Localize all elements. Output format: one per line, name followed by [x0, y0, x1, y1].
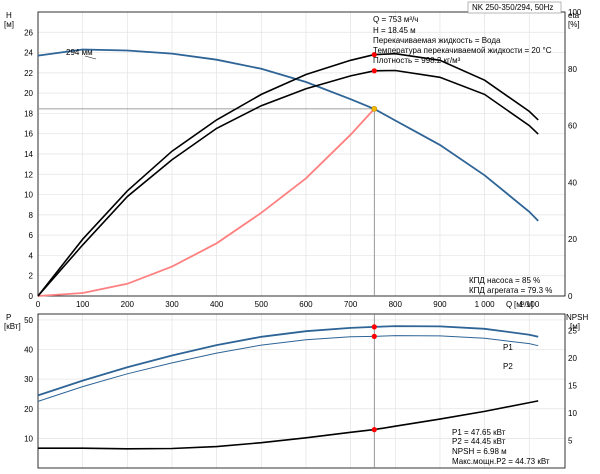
top-y2-tick-label: 0 [568, 292, 573, 301]
top-y2unit: [%] [568, 20, 580, 29]
top-points-group [371, 52, 378, 112]
bottom-data-point-0 [371, 324, 377, 330]
bottom-tick-labels: 10 20 30 40 50 5 10 15 20 25 [24, 316, 577, 446]
x-tick-label: 600 [299, 300, 313, 309]
bottom-y-tick-label: 40 [24, 346, 33, 355]
bottom-y2-tick-label: 15 [568, 382, 577, 391]
top-y-tick-label: 12 [24, 170, 33, 179]
top-y-tick-label: 10 [24, 191, 33, 200]
bottom-y2-tick-label: 20 [568, 354, 577, 363]
top-series-group [37, 48, 539, 297]
top-xunit: [м³/ч] [514, 300, 533, 309]
x-tick-label: 100 [76, 300, 90, 309]
top-y-tick-label: 2 [29, 272, 34, 281]
top-series-line-1 [37, 108, 375, 297]
bottom-ylabel: P [6, 313, 11, 322]
bottom-y2-tick-label: 5 [568, 437, 573, 446]
x-tick-label: 800 [389, 300, 403, 309]
top-series-line-2 [37, 52, 539, 297]
top-y-tick-label: 16 [24, 130, 33, 139]
top-grid [37, 12, 565, 297]
bottom-y-tick-label: 20 [24, 405, 33, 414]
bottom-y2-tick-label: 25 [568, 327, 577, 336]
impeller-label-leader [84, 55, 97, 60]
top-y2-tick-label: 80 [568, 65, 577, 74]
bottom-plot-frame [37, 313, 566, 469]
top-series-line-3 [37, 69, 539, 297]
annotation-npsh: NPSH = 6.98 м [452, 447, 507, 456]
top-y2-tick-label: 20 [568, 235, 577, 244]
bottom-y-tick-label: 10 [24, 434, 33, 443]
bottom-y2unit: [м] [570, 322, 580, 331]
impeller-diameter-label: 294 мм [66, 48, 93, 57]
top-y2-tick-label: 100 [568, 8, 582, 17]
top-xlabel: Q [506, 300, 512, 309]
annotation-liquid: Перекачиваемая жидкость = Вода [373, 36, 501, 45]
top-y-tick-label: 8 [29, 211, 34, 220]
annotation-p2: P2 = 44.45 кВт [452, 437, 506, 446]
bottom-points-group [371, 324, 377, 433]
top-y-tick-label: 14 [24, 150, 33, 159]
x-tick-label: 900 [433, 300, 447, 309]
top-data-point-0 [371, 105, 378, 112]
top-y2-tick-label: 60 [568, 122, 577, 131]
series-label-p1: P1 [503, 343, 513, 352]
annotation-q: Q = 753 м³/ч [373, 15, 418, 24]
bottom-data-point-2 [371, 427, 377, 433]
x-tick-label: 1 000 [475, 300, 496, 309]
bottom-series-line-0 [37, 325, 539, 397]
bottom-series-line-1 [37, 335, 539, 402]
top-ylabel: H [6, 11, 12, 20]
annotation-max-power: Макс.мощн.P2 = 44.73 кВт [452, 457, 550, 466]
bottom-yunit: [кВт] [4, 322, 21, 331]
annotation-temperature: Температура перекачиваемой жидкости = 20… [373, 46, 552, 55]
bottom-series-group [37, 325, 539, 450]
x-tick-label: 300 [165, 300, 179, 309]
bottom-y2label: NPSH [566, 313, 588, 322]
bottom-y-tick-label: 30 [24, 375, 33, 384]
annotation-pump-efficiency: КПД насоса = 85 % [469, 276, 540, 285]
x-tick-label: 200 [121, 300, 135, 309]
top-y-tick-label: 0 [29, 292, 34, 301]
top-y-tick-label: 4 [29, 251, 34, 260]
top-y-tick-label: 20 [24, 89, 33, 98]
top-y-tick-label: 22 [24, 69, 33, 78]
top-y2label: eta [568, 11, 580, 20]
top-data-point-1 [371, 52, 377, 58]
annotation-unit-efficiency: КПД агрегата = 79.3 % [469, 286, 552, 295]
top-y-tick-label: 24 [24, 49, 33, 58]
bottom-series-line-2 [38, 400, 539, 450]
bottom-y2-tick-label: 10 [568, 409, 577, 418]
x-tick-label: 500 [255, 300, 269, 309]
x-tick-label: 700 [344, 300, 358, 309]
title-box [467, 1, 562, 14]
bottom-y-tick-label: 50 [24, 316, 33, 325]
series-label-p2: P2 [503, 362, 513, 371]
top-data-point-2 [371, 68, 377, 74]
annotation-h: H = 18.45 м [373, 26, 416, 35]
chart-title: NK 250-350/294, 50Hz [472, 3, 553, 12]
top-y-tick-label: 18 [24, 109, 33, 118]
top-y2-tick-label: 40 [568, 178, 577, 187]
top-y-tick-label: 6 [29, 231, 34, 240]
x-tick-label: 400 [210, 300, 224, 309]
annotation-density: Плотность = 998.2 кг/м³ [373, 56, 461, 65]
x-tick-label: 1 100 [519, 300, 540, 309]
bottom-data-point-1 [371, 333, 377, 339]
top-y-tick-label: 26 [24, 28, 33, 37]
x-tick-label: 0 [36, 300, 41, 309]
annotation-p1: P1 = 47.65 кВт [452, 428, 506, 437]
top-plot-frame [37, 11, 566, 297]
top-yunit: [м] [4, 20, 14, 29]
top-series-line-0 [37, 48, 539, 222]
